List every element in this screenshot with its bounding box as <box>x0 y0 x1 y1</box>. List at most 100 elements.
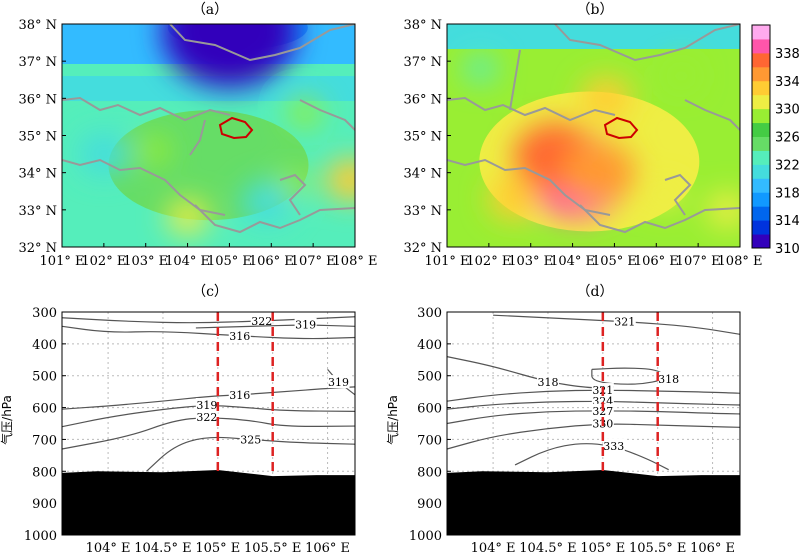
contour-label: 319 <box>196 399 217 412</box>
colorbar-swatch <box>752 80 770 96</box>
panel-b-hotspots <box>463 54 740 228</box>
panel-b-title: （b） <box>577 2 614 18</box>
colorbar-swatch <box>752 234 770 249</box>
contour-label-bg <box>228 387 251 401</box>
y-tick-label: 38° N <box>403 18 442 33</box>
x-tick-label: 104° E <box>86 541 131 556</box>
panel-a-province-borders <box>62 24 355 234</box>
heat-cell <box>559 141 636 205</box>
colorbar-label: 326 <box>775 131 800 146</box>
y-tick-label: 600 <box>417 402 442 417</box>
y-tick-label: 500 <box>417 370 442 385</box>
heat-cell <box>137 136 171 165</box>
x-tick-label: 106° E <box>305 541 350 556</box>
colorbar-swatch <box>752 25 770 40</box>
colorbar-label: 338 <box>775 47 800 62</box>
y-tick-label: 300 <box>32 306 57 321</box>
colorbar: 338 334 330 326 322 318 314 310 <box>751 24 800 257</box>
colorbar-swatch <box>752 94 770 110</box>
field-band <box>447 24 740 49</box>
x-tick-label: 105° E <box>592 254 637 269</box>
heat-cell <box>325 159 355 202</box>
panel-d-title: （d） <box>577 284 614 300</box>
y-tick-label: 400 <box>32 338 57 353</box>
y-tick-label: 900 <box>417 497 442 512</box>
heat-cell <box>162 24 297 88</box>
y-tick-label: 500 <box>32 370 57 385</box>
x-tick-label: 106° E <box>690 541 735 556</box>
contour-label: 321 <box>614 316 635 329</box>
contour-label: 318 <box>658 373 679 386</box>
x-tick-label: 107° E <box>676 254 721 269</box>
terrain-mask <box>62 470 355 535</box>
y-tick-label: 700 <box>32 433 57 448</box>
contour-line <box>146 436 356 472</box>
colorbar-swatch <box>752 220 770 235</box>
colorbar-label: 330 <box>775 103 800 118</box>
colorbar-swatch <box>752 108 770 124</box>
x-tick-label: 108° E <box>718 254 763 269</box>
contour-label: 325 <box>240 433 261 446</box>
panel-d-ylabel: 气压/hPa <box>385 395 400 445</box>
y-tick-label: 900 <box>32 497 57 512</box>
plot-frame <box>61 311 356 536</box>
y-tick-label: 300 <box>417 306 442 321</box>
colorbar-swatch <box>752 150 770 165</box>
contour-label: 322 <box>196 411 217 424</box>
colorbar-swatch <box>752 206 770 221</box>
colorbar-label: 334 <box>775 75 800 90</box>
contour-label: 319 <box>328 376 349 389</box>
colorbar-label: 322 <box>775 158 800 173</box>
x-tick-label: 101° E <box>40 254 85 269</box>
panel-a-region-outline <box>218 116 254 140</box>
y-tick-label: 32° N <box>18 241 57 256</box>
y-tick-label: 38° N <box>18 18 57 33</box>
x-tick-label: 105.5° E <box>244 541 301 556</box>
x-tick-label: 101° E <box>425 254 470 269</box>
x-tick-label: 107° E <box>291 254 336 269</box>
colorbar-swatch <box>752 178 770 193</box>
heat-cell <box>664 62 699 91</box>
y-tick-label: 36° N <box>403 92 442 107</box>
x-tick-label: 102° E <box>81 254 126 269</box>
y-tick-label: 400 <box>417 338 442 353</box>
x-tick-label: 103° E <box>123 254 168 269</box>
colorbar-frame <box>751 24 771 249</box>
contour-line <box>61 325 356 340</box>
y-tick-label: 37° N <box>403 55 442 70</box>
contour-line <box>61 316 356 324</box>
colorbar-swatch <box>752 164 770 179</box>
contour-label-bg <box>536 375 559 389</box>
terrain-mask <box>447 470 740 535</box>
colorbar-label: 318 <box>775 186 800 201</box>
contour-line <box>61 386 356 410</box>
x-tick-label: 105° E <box>195 541 240 556</box>
y-tick-label: 35° N <box>18 130 57 145</box>
y-tick-label: 800 <box>417 465 442 480</box>
y-tick-label: 33° N <box>18 204 57 219</box>
y-tick-label: 34° N <box>403 167 442 182</box>
y-tick-label: 35° N <box>403 130 442 145</box>
y-tick-label: 1000 <box>409 529 442 544</box>
y-tick-label: 1000 <box>24 529 57 544</box>
heat-cell <box>241 181 293 224</box>
panel-a-title: （a） <box>192 2 228 18</box>
x-tick-label: 104.5° E <box>519 541 576 556</box>
contour-label-bg <box>294 317 317 331</box>
y-tick-label: 37° N <box>18 55 57 70</box>
contour-label: 333 <box>603 440 624 453</box>
contour-label: 327 <box>592 405 613 418</box>
colorbar-swatch <box>752 38 770 54</box>
contour-label-bg <box>327 375 350 389</box>
heat-cell <box>78 133 130 176</box>
y-tick-label: 32° N <box>403 241 442 256</box>
contour-label-bg <box>195 398 218 412</box>
contour-label: 318 <box>537 376 558 389</box>
panel-b-province-borders <box>447 24 740 234</box>
